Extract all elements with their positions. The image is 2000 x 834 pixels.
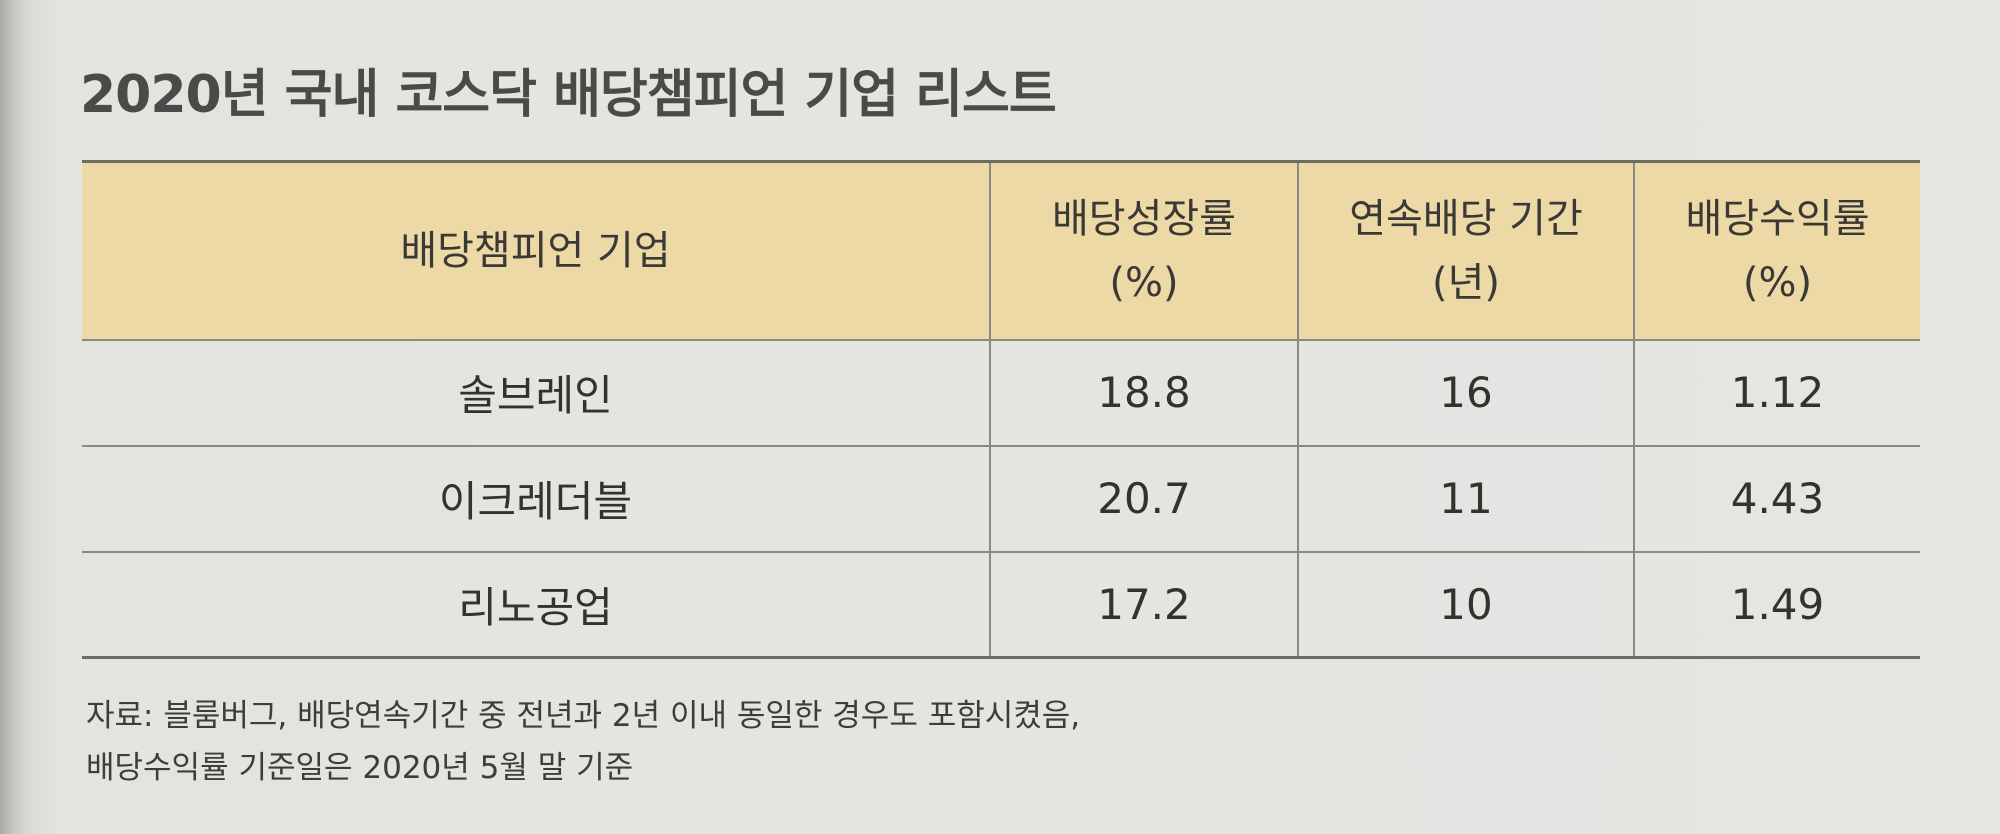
cell-years: 16 <box>1297 339 1634 447</box>
header-yield-unit: (%) <box>1742 259 1813 306</box>
header-growth: 배당성장률 (%) <box>989 160 1298 341</box>
table-row: 이크레더블 20.7 11 4.43 <box>82 445 1920 553</box>
table-header-row: 배당챔피언 기업 배당성장률 (%) 연속배당 기간 (년) 배당수익률 (%) <box>82 160 1920 341</box>
source-note: 자료: 블룸버그, 배당연속기간 중 전년과 2년 이내 동일한 경우도 포함시… <box>86 690 1080 794</box>
source-note-line-2: 배당수익률 기준일은 2020년 5월 말 기준 <box>86 750 634 786</box>
cell-yield: 1.12 <box>1633 339 1920 447</box>
header-company: 배당챔피언 기업 <box>82 160 990 341</box>
source-note-line-1: 자료: 블룸버그, 배당연속기간 중 전년과 2년 이내 동일한 경우도 포함시… <box>86 698 1081 734</box>
dividend-champion-table: 배당챔피언 기업 배당성장률 (%) 연속배당 기간 (년) 배당수익률 (%) <box>82 160 1920 659</box>
header-growth-label: 배당성장률 <box>1052 195 1236 242</box>
cell-company: 이크레더블 <box>82 445 990 553</box>
cell-company: 솔브레인 <box>82 339 990 447</box>
cell-growth: 17.2 <box>989 551 1298 659</box>
data-table: 배당챔피언 기업 배당성장률 (%) 연속배당 기간 (년) 배당수익률 (%) <box>82 160 1920 659</box>
cell-yield: 1.49 <box>1633 551 1920 659</box>
table-row: 솔브레인 18.8 16 1.12 <box>82 339 1920 447</box>
cell-growth: 20.7 <box>989 445 1298 553</box>
header-years-label: 연속배당 기간 <box>1349 195 1583 242</box>
cell-years: 10 <box>1297 551 1634 659</box>
header-yield: 배당수익률 (%) <box>1633 160 1920 341</box>
cell-yield: 4.43 <box>1633 445 1920 553</box>
cell-company: 리노공업 <box>82 551 990 659</box>
cell-growth: 18.8 <box>989 339 1298 447</box>
header-growth-unit: (%) <box>1109 259 1179 306</box>
cell-years: 11 <box>1297 445 1634 553</box>
header-years-unit: (년) <box>1431 259 1500 306</box>
table-row: 리노공업 17.2 10 1.49 <box>82 551 1920 659</box>
table-title: 2020년 국내 코스닥 배당챔피언 기업 리스트 <box>80 65 1057 125</box>
header-years: 연속배당 기간 (년) <box>1297 160 1634 341</box>
header-yield-label: 배당수익률 <box>1685 195 1870 242</box>
header-company-label: 배당챔피언 기업 <box>400 227 671 274</box>
